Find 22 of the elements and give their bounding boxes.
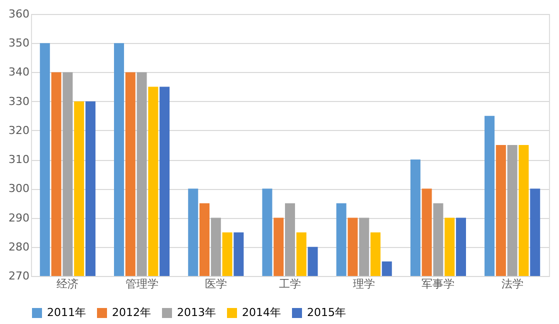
legend-label: 2012年 [112,306,151,319]
x-tick-label: 医学 [204,278,227,290]
y-tick-label: 350 [8,36,30,50]
x-tick-label: 军事学 [422,278,455,290]
legend-label: 2013年 [177,306,216,319]
x-tick-label: 理学 [353,278,376,290]
legend-label: 2015年 [307,306,346,319]
legend-label: 2014年 [242,306,281,319]
legend-label: 2011年 [47,306,86,319]
y-tick-label: 280 [8,240,30,254]
x-tick-label: 法学 [501,278,524,290]
y-tick-label: 290 [8,211,30,224]
y-tick-label: 310 [8,153,30,166]
y-tick-label: 360 [8,8,30,20]
y-tick-label: 300 [8,182,30,196]
y-tick-label: 340 [8,66,30,79]
y-tick-label: 330 [8,94,30,108]
x-tick-label: 管理学 [125,278,158,290]
x-tick-label: 经济 [56,278,79,290]
y-tick-label: 320 [8,124,30,137]
y-tick-label: 270 [8,270,30,282]
x-tick-label: 工学 [279,278,301,290]
